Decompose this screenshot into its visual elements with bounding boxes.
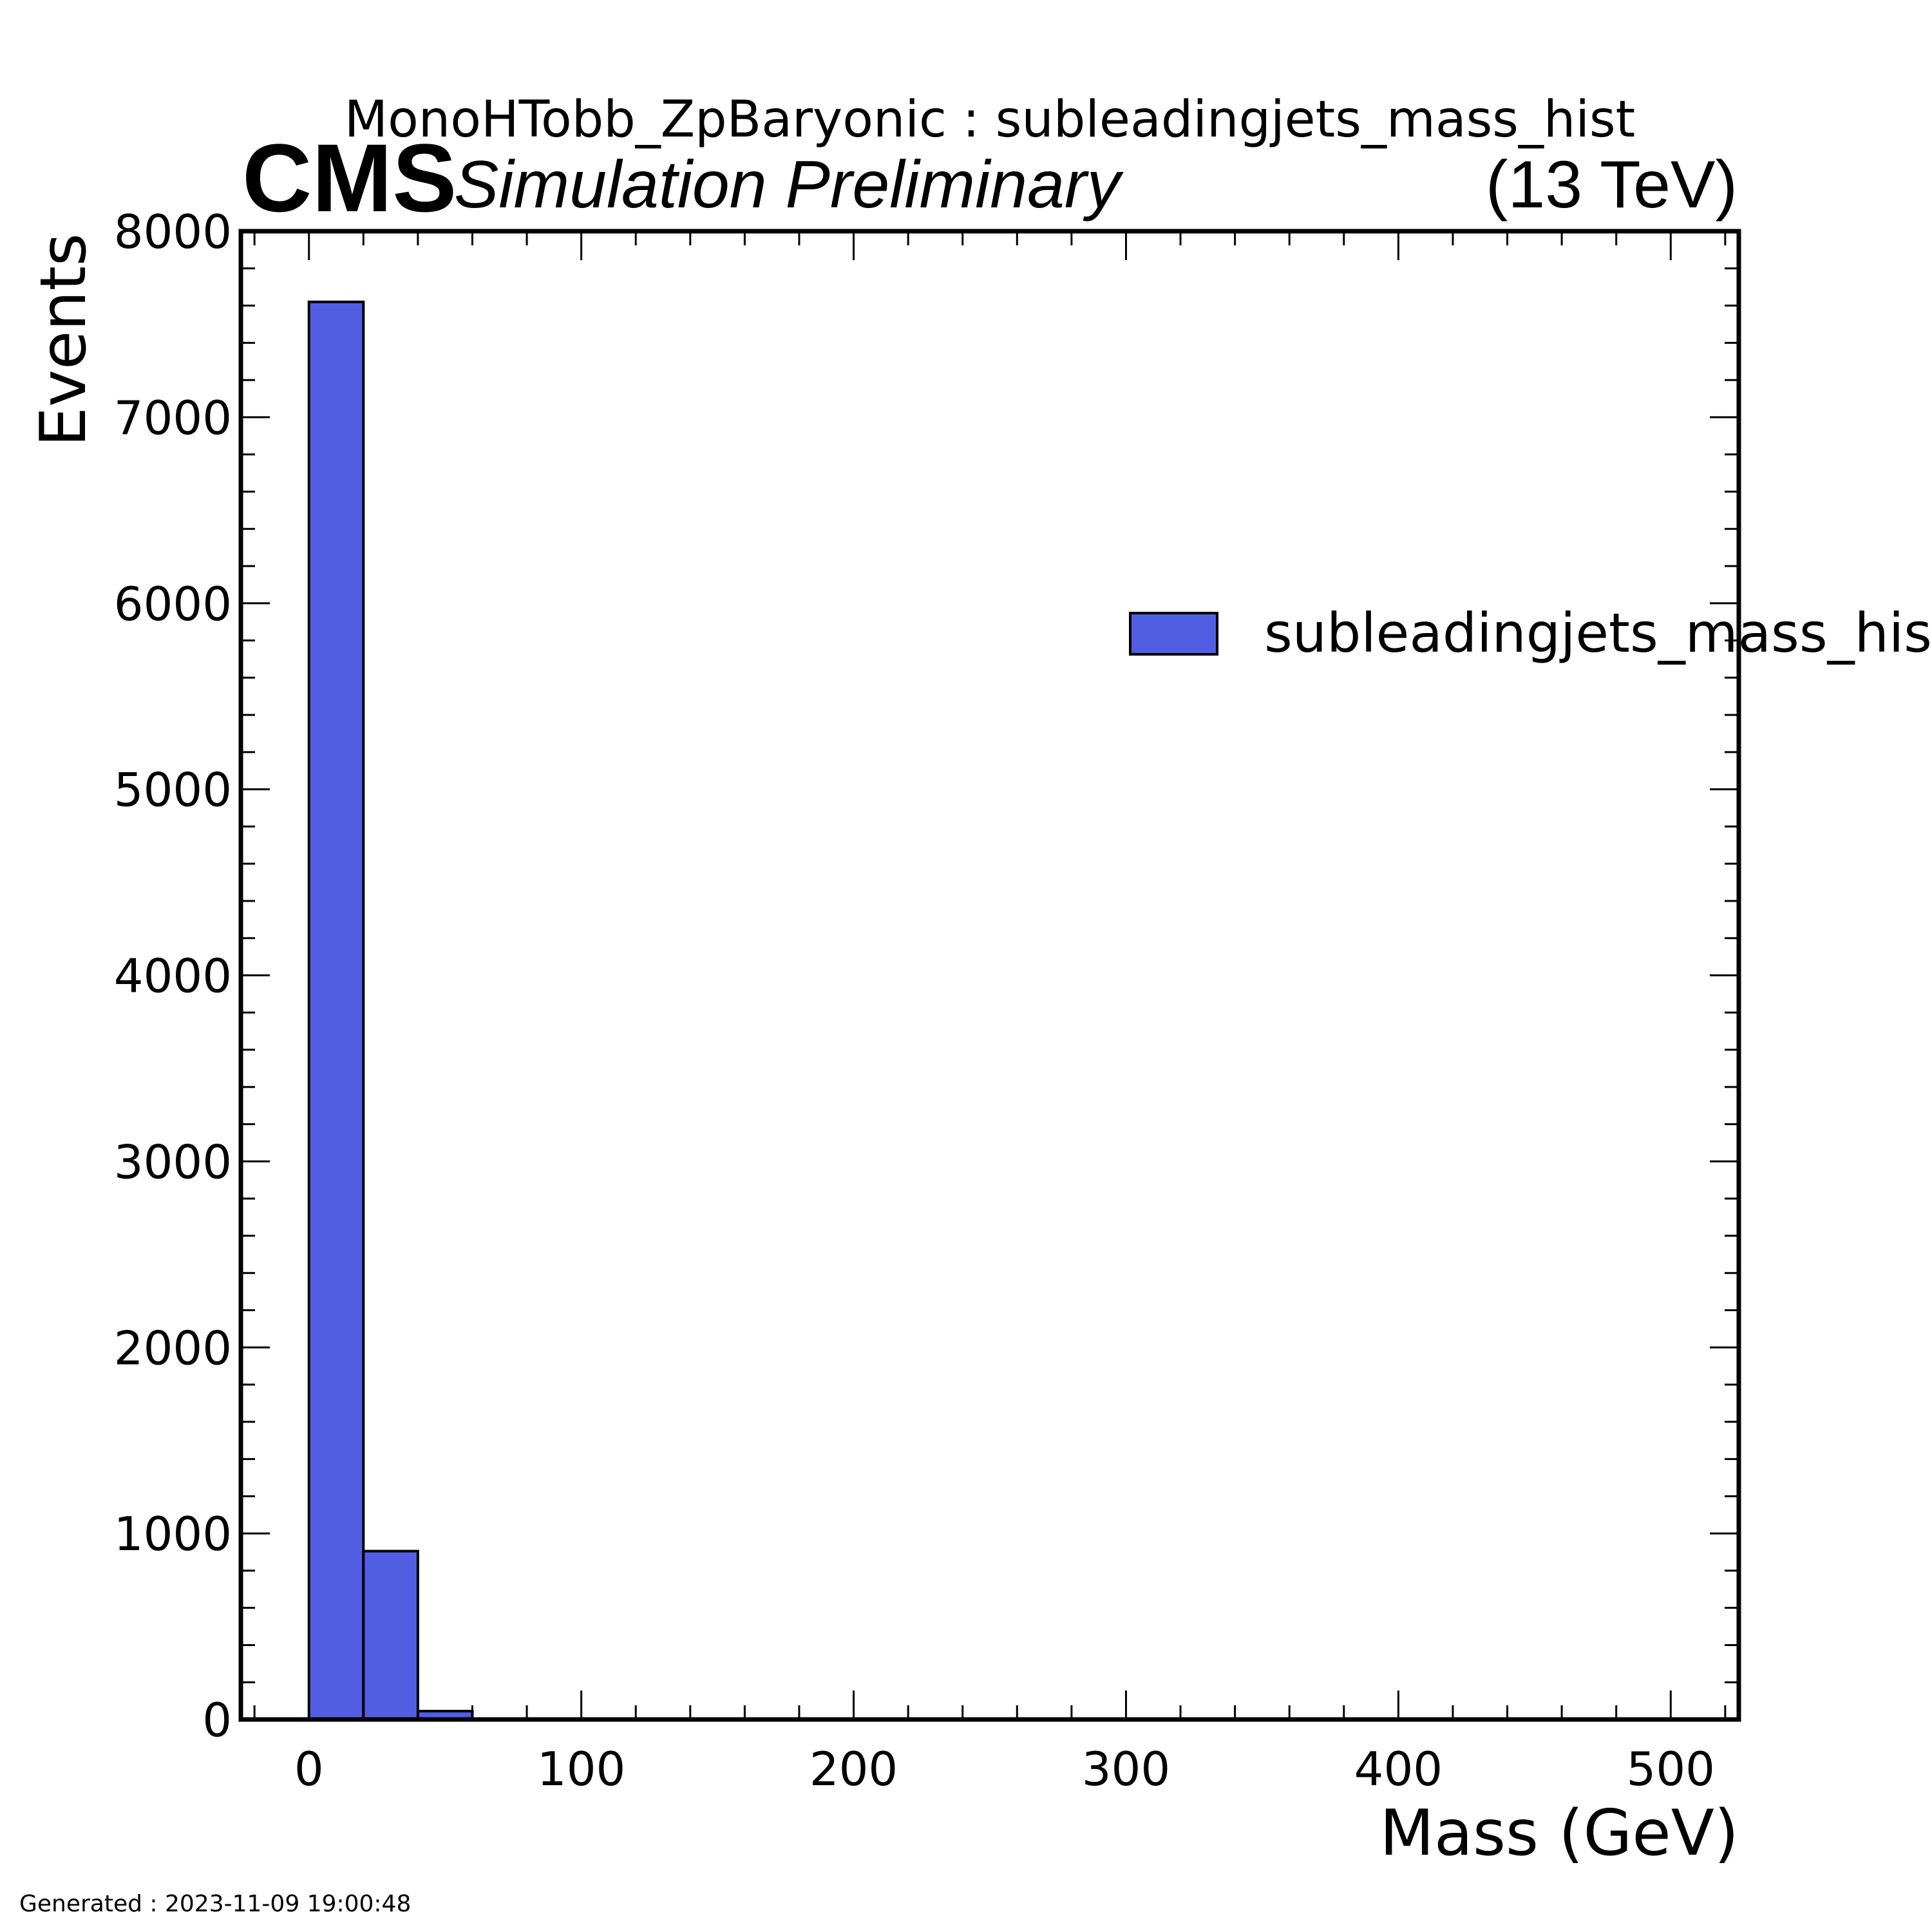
y-tick-label: 8000	[114, 205, 232, 259]
generated-timestamp: Generated : 2023-11-09 19:00:48	[19, 1891, 411, 1917]
x-tick-label: 100	[537, 1742, 625, 1796]
plot-frame	[238, 229, 1741, 1722]
legend: subleadingjets_mass_hist	[1129, 601, 1932, 665]
energy-label: (13 TeV)	[1486, 147, 1738, 222]
histogram-bar	[362, 1549, 419, 1721]
cms-label: CMS	[242, 124, 457, 232]
x-tick-label: 200	[810, 1742, 898, 1796]
axis-tick-labels: 0 100 200 300 400 500010002000300040005000600…	[114, 205, 1715, 1796]
y-tick-label: 5000	[114, 763, 232, 817]
y-tick-label: 1000	[114, 1507, 232, 1561]
x-tick-label: 300	[1082, 1742, 1170, 1796]
plot-title: MonoHTobb_ZpBaryonic : subleadingjets_ma…	[345, 91, 1635, 149]
x-tick-label: 400	[1354, 1742, 1443, 1796]
x-tick-label: 500	[1627, 1742, 1715, 1796]
legend-swatch	[1129, 612, 1218, 656]
axis-ticks	[241, 230, 1739, 1721]
y-tick-label: 0	[202, 1693, 232, 1747]
y-tick-label: 7000	[114, 391, 232, 445]
legend-entry-label: subleadingjets_mass_hist	[1264, 601, 1932, 665]
simulation-preliminary-label: Simulation Preliminary	[454, 147, 1124, 222]
histogram-bar	[307, 300, 365, 1721]
x-axis-label: Mass (GeV)	[1379, 1797, 1739, 1870]
histogram-bars	[307, 300, 583, 1721]
y-axis-label: Events	[27, 233, 100, 447]
y-tick-label: 4000	[114, 949, 232, 1003]
y-tick-label: 3000	[114, 1135, 232, 1189]
x-tick-label: 0	[294, 1742, 324, 1796]
y-tick-label: 6000	[114, 577, 232, 631]
y-tick-label: 2000	[114, 1321, 232, 1375]
